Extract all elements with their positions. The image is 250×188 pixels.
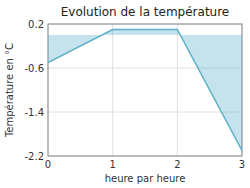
chart-container: 0.2 -0.6 -1.4 -2.20 1 2 3 Evolution de la tempé… xyxy=(0,0,250,188)
x-tick-label: 2 xyxy=(174,159,180,170)
title: Evolution de la température xyxy=(61,5,230,19)
line xyxy=(48,30,242,151)
grid-line xyxy=(177,24,178,156)
area xyxy=(48,30,242,151)
x-axis-label: heure par heure xyxy=(105,173,186,184)
x-tick-label: 3 xyxy=(239,159,245,170)
x-tick-label: 1 xyxy=(109,159,115,170)
marks xyxy=(48,30,242,151)
y-tick-label: -1.4 xyxy=(24,107,44,118)
tick-labels: 0.2 -0.6 -1.4 -2.20 1 2 3 xyxy=(24,19,245,171)
chart: 0.2 -0.6 -1.4 -2.20 1 2 3 Evolution de la tempé… xyxy=(0,0,250,188)
y-tick-label: 0.2 xyxy=(28,19,44,30)
grid xyxy=(48,24,242,156)
grid-line xyxy=(112,24,113,156)
y-axis-label: Température en °C xyxy=(4,43,15,138)
x-tick-label: 0 xyxy=(45,159,51,170)
grid-line xyxy=(48,112,242,113)
plot-frame xyxy=(48,24,242,156)
y-tick-label: -0.6 xyxy=(24,63,44,74)
y-tick-label: -2.2 xyxy=(24,151,44,162)
